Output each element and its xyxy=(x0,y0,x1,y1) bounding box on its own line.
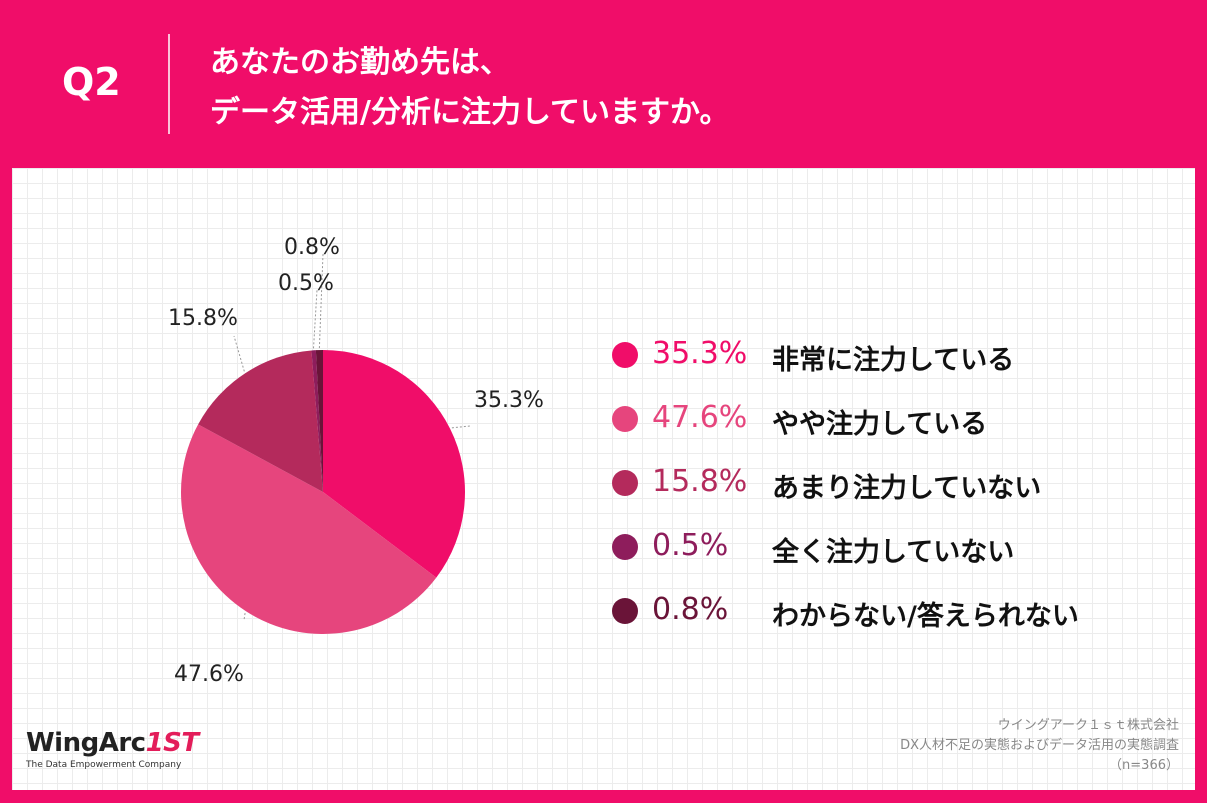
legend-percent: 15.8% xyxy=(652,464,748,499)
legend-dot xyxy=(612,470,638,496)
pie-slice-2 xyxy=(181,424,437,634)
logo-wordmark: WingArc xyxy=(26,728,146,758)
header: Q2 あなたのお勤め先は、 データ活用/分析に注力していますか。 xyxy=(0,0,1207,168)
legend-label: 非常に注力している xyxy=(772,345,1015,376)
legend-label: やや注力している xyxy=(772,409,988,440)
pie-label-0-5: 0.5% xyxy=(278,271,334,296)
title-line-2: データ活用/分析に注力していますか。 xyxy=(210,95,730,130)
legend-percent: 0.5% xyxy=(652,528,729,563)
question-number: Q2 xyxy=(62,60,121,104)
logo-accent: 1ST xyxy=(145,728,200,758)
legend-label: わからない/答えられない xyxy=(772,601,1079,632)
legend-percent: 0.8% xyxy=(652,592,729,627)
pie-chart xyxy=(181,253,471,634)
pie-slice-1 xyxy=(323,350,465,578)
legend-percent: 35.3% xyxy=(652,336,748,371)
leader-line-3 xyxy=(233,335,245,372)
header-divider xyxy=(168,34,170,134)
legend-percent: 47.6% xyxy=(652,400,748,435)
source-sample: （n=366） xyxy=(1109,758,1179,773)
pie-label-15-8: 15.8% xyxy=(168,306,238,331)
leader-line-5 xyxy=(318,253,324,349)
question-title: あなたのお勤め先は、 データ活用/分析に注力していますか。 xyxy=(210,38,729,138)
pie-label-35-3: 35.3% xyxy=(474,388,544,413)
company-logo: WingArc1ST The Data Empowerment Company xyxy=(26,728,199,770)
legend-dot xyxy=(612,406,638,432)
leader-line-2 xyxy=(243,613,246,621)
pie-label-47-6: 47.6% xyxy=(174,662,244,687)
source-note: ウイングアーク１ｓｔ株式会社 DX人材不足の実態およびデータ活用の実態調査 （n… xyxy=(900,716,1179,776)
chart-panel: 35.3% 47.6% 15.8% 0.5% 0.8% 35.3% 非常に注力し… xyxy=(12,168,1195,790)
logo-tagline: The Data Empowerment Company xyxy=(26,760,182,770)
title-line-1: あなたのお勤め先は、 xyxy=(210,45,510,80)
leader-line-1 xyxy=(451,425,471,429)
source-survey: DX人材不足の実態およびデータ活用の実態調査 xyxy=(900,738,1179,753)
legend-dot xyxy=(612,534,638,560)
pie-label-0-8: 0.8% xyxy=(284,235,340,260)
pie-slice-5 xyxy=(315,350,323,492)
pie-slice-4 xyxy=(311,350,323,492)
leader-line-4 xyxy=(313,289,318,349)
legend-dot xyxy=(612,342,638,368)
legend-dot xyxy=(612,598,638,624)
legend-label: 全く注力していない xyxy=(772,537,1015,568)
legend-label: あまり注力していない xyxy=(772,473,1042,504)
source-company: ウイングアーク１ｓｔ株式会社 xyxy=(997,718,1179,733)
pie-slice-3 xyxy=(198,350,323,492)
